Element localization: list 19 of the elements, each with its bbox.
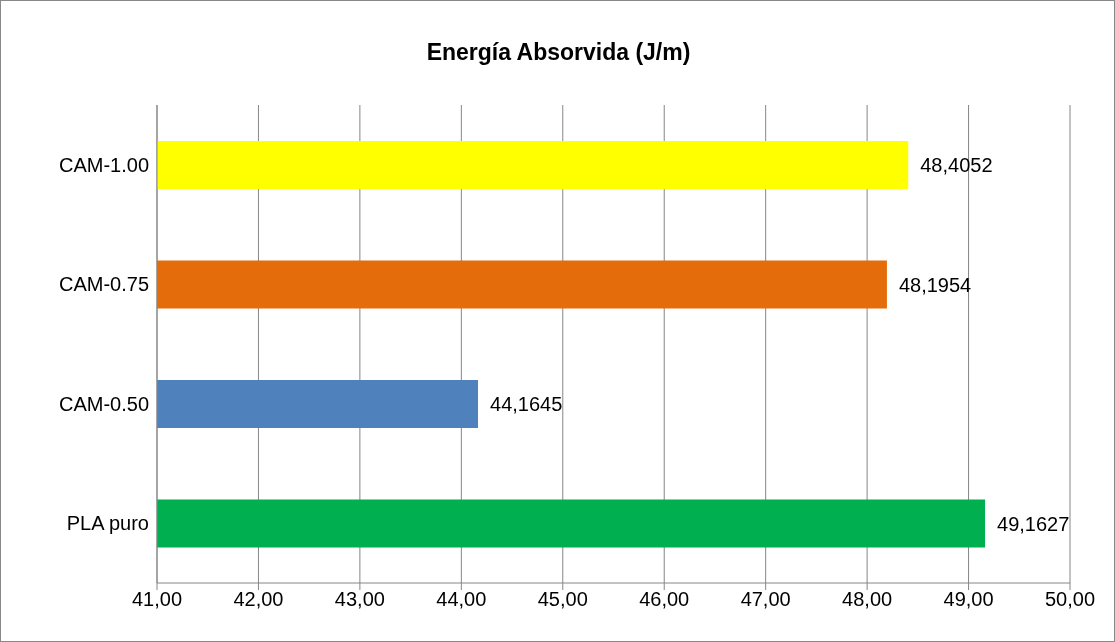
x-tick-label: 43,00 bbox=[334, 588, 385, 611]
y-tick-label: CAM-0.50 bbox=[58, 392, 149, 415]
x-tick-label: 50,00 bbox=[1044, 588, 1096, 611]
x-tick-label: 46,00 bbox=[639, 588, 690, 611]
y-tick-label: CAM-1.00 bbox=[58, 153, 149, 176]
data-label: 44,1645 bbox=[490, 393, 563, 416]
x-tick-label: 44,00 bbox=[436, 588, 487, 611]
x-tick-label: 41,00 bbox=[131, 588, 183, 611]
x-tick-label: 48,00 bbox=[842, 588, 893, 611]
x-tick-label: 49,00 bbox=[943, 588, 994, 611]
y-tick-label: PLA puro bbox=[66, 512, 149, 535]
chart-title: Energía Absorvida (J/m) bbox=[425, 39, 692, 66]
data-label: 48,1954 bbox=[898, 273, 972, 296]
x-tick-label: 42,00 bbox=[233, 588, 284, 611]
x-tick-label: 45,00 bbox=[537, 588, 588, 611]
data-label: 49,1627 bbox=[997, 512, 1070, 535]
y-tick-label: CAM-0.75 bbox=[58, 273, 149, 296]
x-tick-label: 47,00 bbox=[740, 588, 791, 611]
data-label: 48,4052 bbox=[920, 154, 993, 177]
